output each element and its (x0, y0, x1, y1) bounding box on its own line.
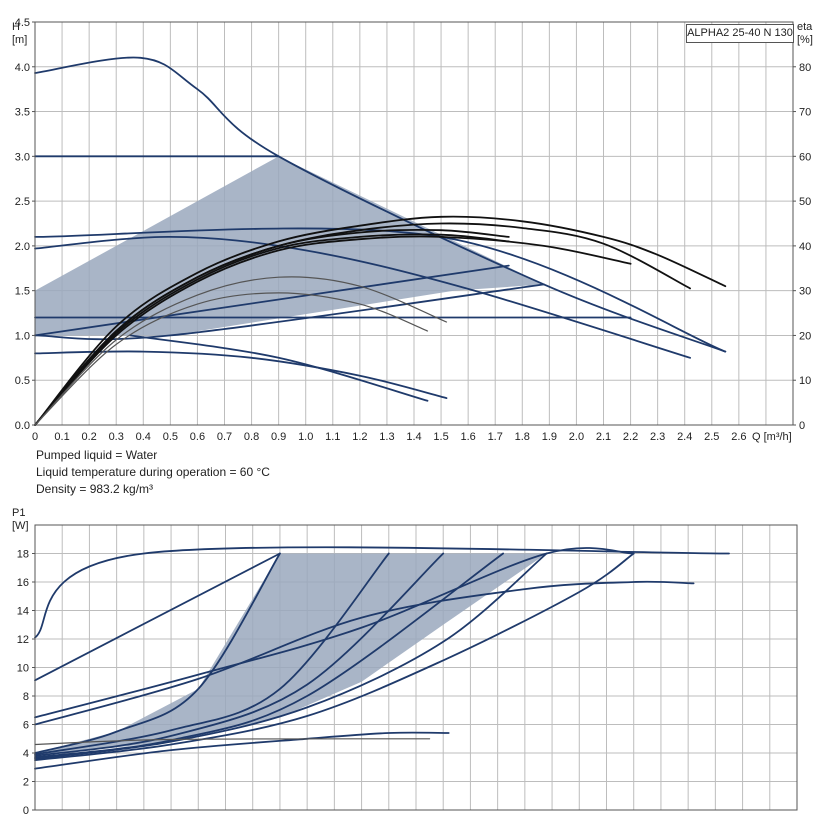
head-x-tick-label: 0.3 (109, 431, 124, 443)
head-x-tick-label: 1.7 (488, 431, 503, 443)
head-y-tick-label: 0.5 (15, 375, 30, 387)
power-curve (34, 552, 390, 756)
eta-y-axis-label: eta (797, 21, 813, 33)
eta-y-tick-label: 40 (799, 241, 811, 253)
power-curve (34, 547, 635, 719)
head-curve (34, 283, 545, 341)
head-y-axis-label: H (12, 21, 20, 33)
head-x-tick-label: 2.3 (650, 431, 665, 443)
head-x-tick-label: 2.4 (677, 431, 692, 443)
eta-y-tick-label: 50 (799, 196, 811, 208)
head-y-axis-unit: [m] (12, 34, 27, 46)
eta-y-tick-label: 20 (799, 330, 811, 342)
head-x-tick-label: 0.6 (190, 431, 205, 443)
head-x-tick-label: 2.2 (623, 431, 638, 443)
power-y-tick-label: 18 (17, 549, 29, 561)
efficiency-curve (34, 276, 448, 426)
head-x-tick-label: 1.4 (406, 431, 421, 443)
head-x-tick-label: 0.1 (54, 431, 69, 443)
power-y-axis-unit: [W] (12, 520, 29, 532)
power-y-tick-label: 14 (17, 606, 29, 618)
head-x-tick-label: 1.6 (460, 431, 475, 443)
head-x-tick-label: 1.1 (325, 431, 340, 443)
eta-y-axis-unit: [%] (797, 34, 813, 46)
power-y-tick-label: 8 (23, 691, 29, 703)
power-y-axis-label: P1 (12, 507, 25, 519)
power-curve (34, 552, 281, 754)
head-x-tick-label: 1.0 (298, 431, 313, 443)
head-y-tick-label: 3.5 (15, 107, 30, 119)
efficiency-curve (34, 235, 632, 426)
head-curve (34, 227, 727, 353)
eta-y-tick-label: 30 (799, 286, 811, 298)
head-x-tick-label: 0.5 (163, 431, 178, 443)
head-y-tick-label: 2.5 (15, 196, 30, 208)
power-curve (34, 552, 445, 757)
density-note: Density = 983.2 kg/m³ (36, 482, 154, 496)
pump-model-label: ALPHA2 25-40 N 130 (686, 24, 794, 43)
head-x-tick-label: 0.7 (217, 431, 232, 443)
head-x-tick-label: 0.8 (244, 431, 259, 443)
head-y-tick-label: 1.5 (15, 286, 30, 298)
head-y-tick-label: 2.0 (15, 241, 30, 253)
head-y-tick-label: 4.0 (15, 62, 30, 74)
head-x-tick-label: 1.9 (542, 431, 557, 443)
head-x-tick-label: 1.3 (379, 431, 394, 443)
head-x-tick-label: 2.0 (569, 431, 584, 443)
power-curve (34, 738, 431, 746)
eta-y-tick-label: 60 (799, 151, 811, 163)
power-y-tick-label: 12 (17, 634, 29, 646)
head-x-tick-label: 1.5 (433, 431, 448, 443)
power-y-tick-label: 6 (23, 720, 29, 732)
eta-y-tick-label: 10 (799, 375, 811, 387)
power-y-tick-label: 16 (17, 577, 29, 589)
power-y-tick-label: 4 (23, 748, 29, 760)
power-curve (34, 731, 450, 770)
head-curve (34, 350, 448, 399)
efficiency-curve (34, 292, 429, 426)
eta-y-tick-label: 0 (799, 420, 805, 432)
efficiency-curve (34, 228, 510, 426)
head-plot-frame (34, 21, 794, 426)
power-curve (34, 552, 635, 761)
head-x-tick-label: 2.1 (596, 431, 611, 443)
head-x-tick-label: 0.9 (271, 431, 286, 443)
head-curve (34, 235, 691, 359)
eta-y-tick-label: 70 (799, 107, 811, 119)
head-x-tick-label: 0.4 (136, 431, 151, 443)
efficiency-curve (34, 233, 510, 426)
head-y-tick-label: 3.0 (15, 151, 30, 163)
power-curve-plot: 0 2 4 6 8 10 12 14 16 18 P1[W] (12, 507, 798, 817)
head-x-tick-label: 2.6 (731, 431, 746, 443)
power-curve (34, 546, 730, 639)
head-x-tick-label: 1.8 (515, 431, 530, 443)
head-curve (34, 264, 510, 337)
pumped-liquid-note: Pumped liquid = Water (36, 448, 158, 462)
head-y-tick-label: 1.0 (15, 330, 30, 342)
head-x-tick-label: 0 (32, 431, 38, 443)
head-curve-plot: 0.0 0.5 1.0 1.5 2.0 2.5 3.0 3.5 4.0 4.5 0 10 20 30 40 5… (12, 17, 813, 443)
head-x-axis-label: Q [m³/h] (752, 431, 792, 443)
head-curve (128, 334, 429, 402)
power-y-tick-label: 2 (23, 777, 29, 789)
power-curve (34, 552, 548, 760)
head-y-tick-label: 4.5 (15, 17, 30, 29)
power-curve (34, 552, 281, 682)
efficiency-curve (34, 215, 727, 426)
eta-y-tick-label: 80 (799, 62, 811, 74)
liquid-temperature-note: Liquid temperature during operation = 60… (36, 465, 270, 479)
power-y-tick-label: 0 (23, 805, 29, 817)
power-y-tick-label: 10 (17, 663, 29, 675)
head-x-tick-label: 0.2 (81, 431, 96, 443)
head-x-tick-label: 1.2 (352, 431, 367, 443)
head-y-tick-label: 0.0 (15, 420, 30, 432)
head-x-tick-label: 2.5 (704, 431, 719, 443)
